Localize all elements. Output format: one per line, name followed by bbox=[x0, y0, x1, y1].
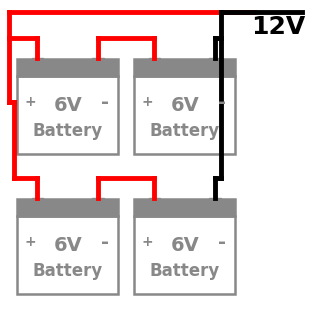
Bar bbox=[17, 216, 118, 294]
Text: Battery: Battery bbox=[150, 122, 220, 140]
Text: Battery: Battery bbox=[150, 262, 220, 280]
Bar bbox=[93, 57, 104, 69]
Bar bbox=[134, 76, 235, 154]
Text: Battery: Battery bbox=[33, 262, 103, 280]
Text: Battery: Battery bbox=[33, 122, 103, 140]
Bar bbox=[32, 57, 43, 69]
Text: -: - bbox=[101, 233, 109, 252]
Bar bbox=[149, 57, 160, 69]
Bar bbox=[32, 197, 43, 209]
Bar bbox=[210, 57, 221, 69]
Bar bbox=[17, 59, 118, 76]
Text: 6V: 6V bbox=[170, 96, 199, 115]
Text: 6V: 6V bbox=[170, 236, 199, 255]
Text: +: + bbox=[25, 235, 36, 249]
Bar bbox=[134, 216, 235, 294]
Text: 12V: 12V bbox=[251, 15, 305, 39]
Text: +: + bbox=[142, 95, 153, 109]
Bar bbox=[210, 197, 221, 209]
Text: +: + bbox=[25, 95, 36, 109]
Bar bbox=[17, 76, 118, 154]
Bar bbox=[17, 199, 118, 216]
Text: -: - bbox=[218, 93, 226, 112]
Text: -: - bbox=[218, 233, 226, 252]
Text: -: - bbox=[101, 93, 109, 112]
Bar bbox=[93, 197, 104, 209]
Bar bbox=[134, 199, 235, 216]
Text: 6V: 6V bbox=[53, 236, 82, 255]
Text: +: + bbox=[142, 235, 153, 249]
Text: 6V: 6V bbox=[53, 96, 82, 115]
Bar bbox=[134, 59, 235, 76]
Bar bbox=[149, 197, 160, 209]
